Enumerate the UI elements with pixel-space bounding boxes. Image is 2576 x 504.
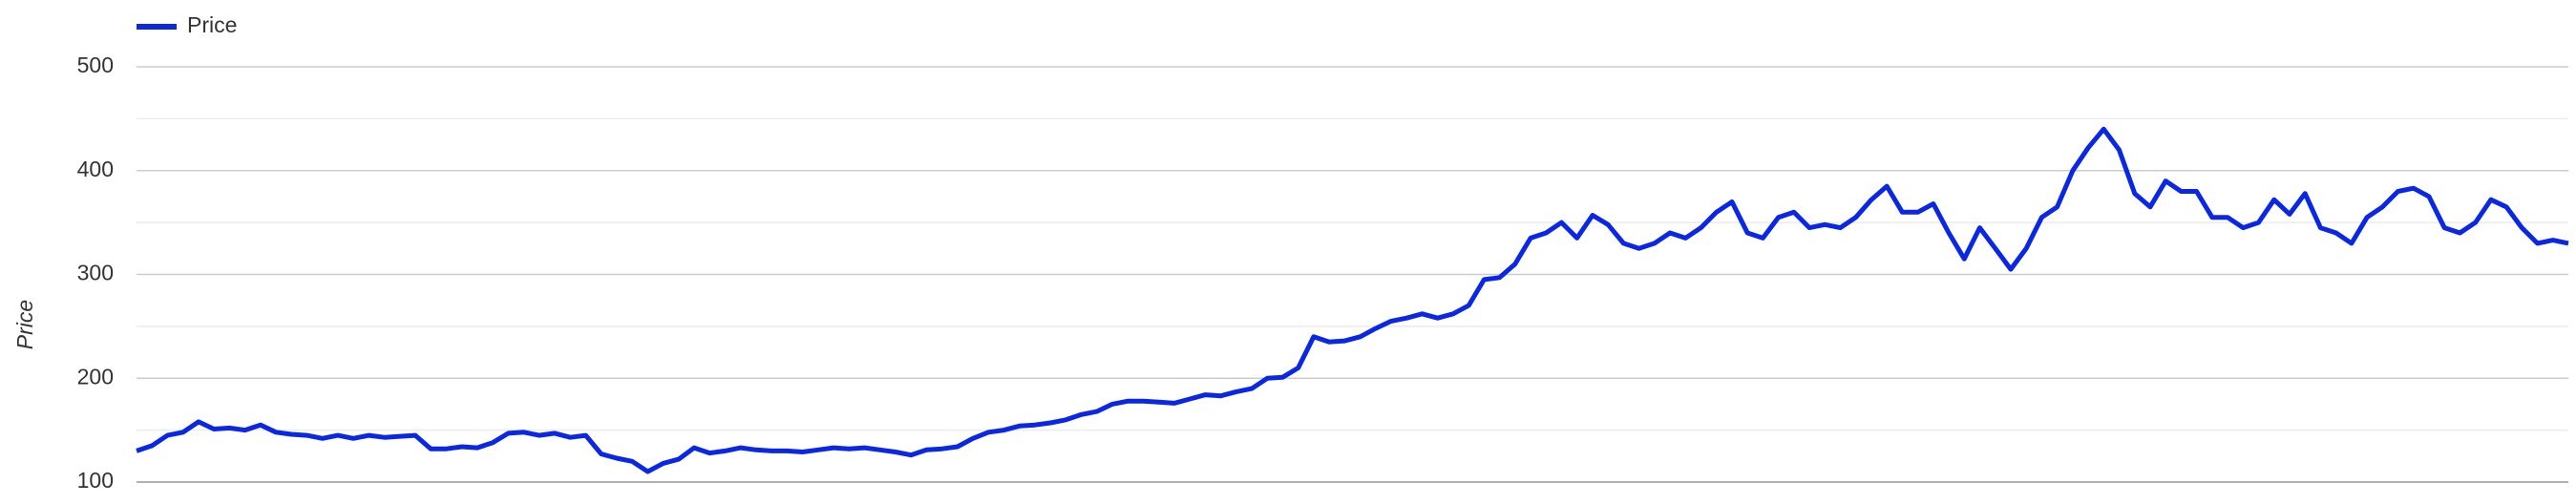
y-tick-label: 100 <box>77 468 114 493</box>
y-tick-label: 500 <box>77 52 114 77</box>
y-tick-label: 400 <box>77 157 114 181</box>
y-tick-label: 300 <box>77 261 114 285</box>
y-axis-label: Price <box>12 300 37 349</box>
y-tick-label: 200 <box>77 364 114 388</box>
legend-label: Price <box>187 12 237 37</box>
price-line <box>136 126 2569 474</box>
